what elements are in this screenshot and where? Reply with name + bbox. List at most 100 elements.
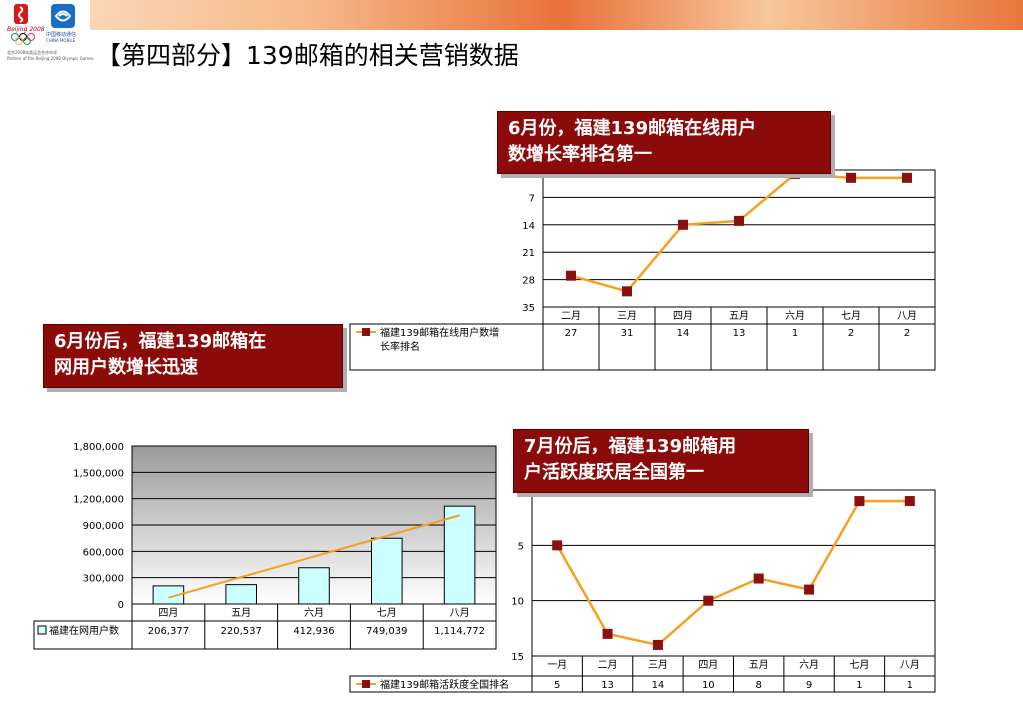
data-label: 412,936 [293,626,334,637]
category-label: 七月 [849,659,869,671]
category-label: 三月 [648,659,668,671]
callout-line: 数增长率排名第一 [508,144,652,165]
data-point [902,172,912,183]
data-label: 10 [702,680,715,691]
callout-activity-rank: 7月份后，福建139邮箱用 户活跃度跃居全国第一 [513,429,809,493]
y-tick-label: 14 [522,221,535,232]
bar [443,505,476,605]
category-label: 五月 [231,607,251,619]
data-label: 2 [848,328,854,339]
plot-area [531,489,936,657]
partner-text-en: Partner of the Beijing 2008 Olympic Game… [7,56,94,61]
category-label: 八月 [900,659,920,671]
callout-growth-rank: 6月份，福建139邮箱在线用户 数增长率排名第一 [497,111,831,174]
data-point [678,219,688,230]
legend-marker [37,625,47,635]
category-label: 四月 [698,659,718,671]
page-title: 【第四部分】139邮箱的相关营销数据 [96,41,519,70]
data-label: 1 [907,680,913,691]
trendline [168,514,460,599]
china-mobile-english: CHINA MOBILE [46,38,76,43]
data-label: 2 [904,328,910,339]
china-mobile-logo-icon [51,4,75,28]
data-point [552,540,563,551]
y-tick-label: 1,200,000 [73,495,124,506]
data-point [734,215,744,226]
callout-line: 网用户数增长迅速 [54,357,198,378]
category-label: 七月 [377,607,397,619]
data-point [622,286,632,297]
data-label: 749,039 [366,626,407,637]
data-point [652,639,663,650]
legend-marker [362,328,370,336]
data-point [804,584,815,595]
data-label: 14 [652,680,665,691]
data-point [566,270,576,281]
data-label: 27 [565,328,578,339]
bar [298,567,330,605]
data-label: 9 [806,680,812,691]
category-label: 六月 [304,607,324,619]
bar [225,584,257,605]
data-point [703,595,714,606]
data-point [904,496,915,507]
callout-line: 6月份，福建139邮箱在线用户 [508,118,757,139]
y-tick-label: 300,000 [83,574,124,585]
data-point [846,172,856,183]
category-label: 五月 [729,310,749,322]
category-label: 三月 [617,310,637,322]
data-label: 1 [856,680,862,691]
category-label: 七月 [841,310,861,322]
callout-line: 6月份后，福建139邮箱在 [54,331,267,352]
partner-text-cn: 北京2008年奥运会合作伙伴 [7,50,58,55]
data-label: 13 [733,328,746,339]
category-label: 二月 [598,659,618,671]
category-label: 四月 [673,310,693,322]
y-tick-label: 0 [118,600,124,611]
beijing-olympic-emblem-icon [14,4,28,24]
data-label: 8 [756,680,762,691]
data-label: 1,114,772 [434,626,485,637]
bar [371,537,403,605]
data-label: 1 [792,328,798,339]
legend-label: 福建139邮箱在线用户数增 [380,326,499,339]
callout-user-growth: 6月份后，福建139邮箱在 网用户数增长迅速 [43,324,343,388]
series-line [556,499,910,647]
y-tick-label: 1,800,000 [73,442,124,453]
data-label: 5 [554,680,560,691]
y-tick-label: 35 [522,303,535,314]
category-label: 六月 [799,659,819,671]
y-tick-label: 15 [511,652,524,663]
data-label: 14 [677,328,690,339]
y-tick-label: 21 [522,248,535,259]
olympic-logo-text: Beijing 2008 [7,26,45,33]
y-tick-label: 600,000 [83,547,124,558]
category-label: 八月 [450,607,470,619]
olympic-rings-icon [11,33,35,45]
y-tick-label: 900,000 [83,521,124,532]
y-tick-label: 1,500,000 [73,468,124,479]
legend-marker [362,680,370,688]
data-label: 13 [601,680,614,691]
y-tick-label: 10 [511,597,524,608]
data-table [349,323,936,371]
data-point [854,496,865,507]
category-label: 八月 [897,310,917,322]
plot-area [542,169,936,308]
callout-line: 户活跃度跃居全国第一 [524,462,704,483]
category-label: 六月 [785,310,805,322]
data-label: 220,537 [221,626,262,637]
data-label: 31 [621,328,634,339]
legend-label: 福建139邮箱活跃度全国排名 [380,678,509,691]
category-label: 一月 [547,659,567,671]
header-banner [0,0,1023,30]
category-label: 二月 [561,310,581,322]
category-label: 四月 [158,607,178,619]
legend-label: 福建在网用户数 [49,624,119,637]
category-label: 五月 [749,659,769,671]
data-point [602,628,613,639]
data-table [33,620,497,650]
data-point [753,573,764,584]
callout-line: 7月份后，福建139邮箱用 [524,436,737,457]
